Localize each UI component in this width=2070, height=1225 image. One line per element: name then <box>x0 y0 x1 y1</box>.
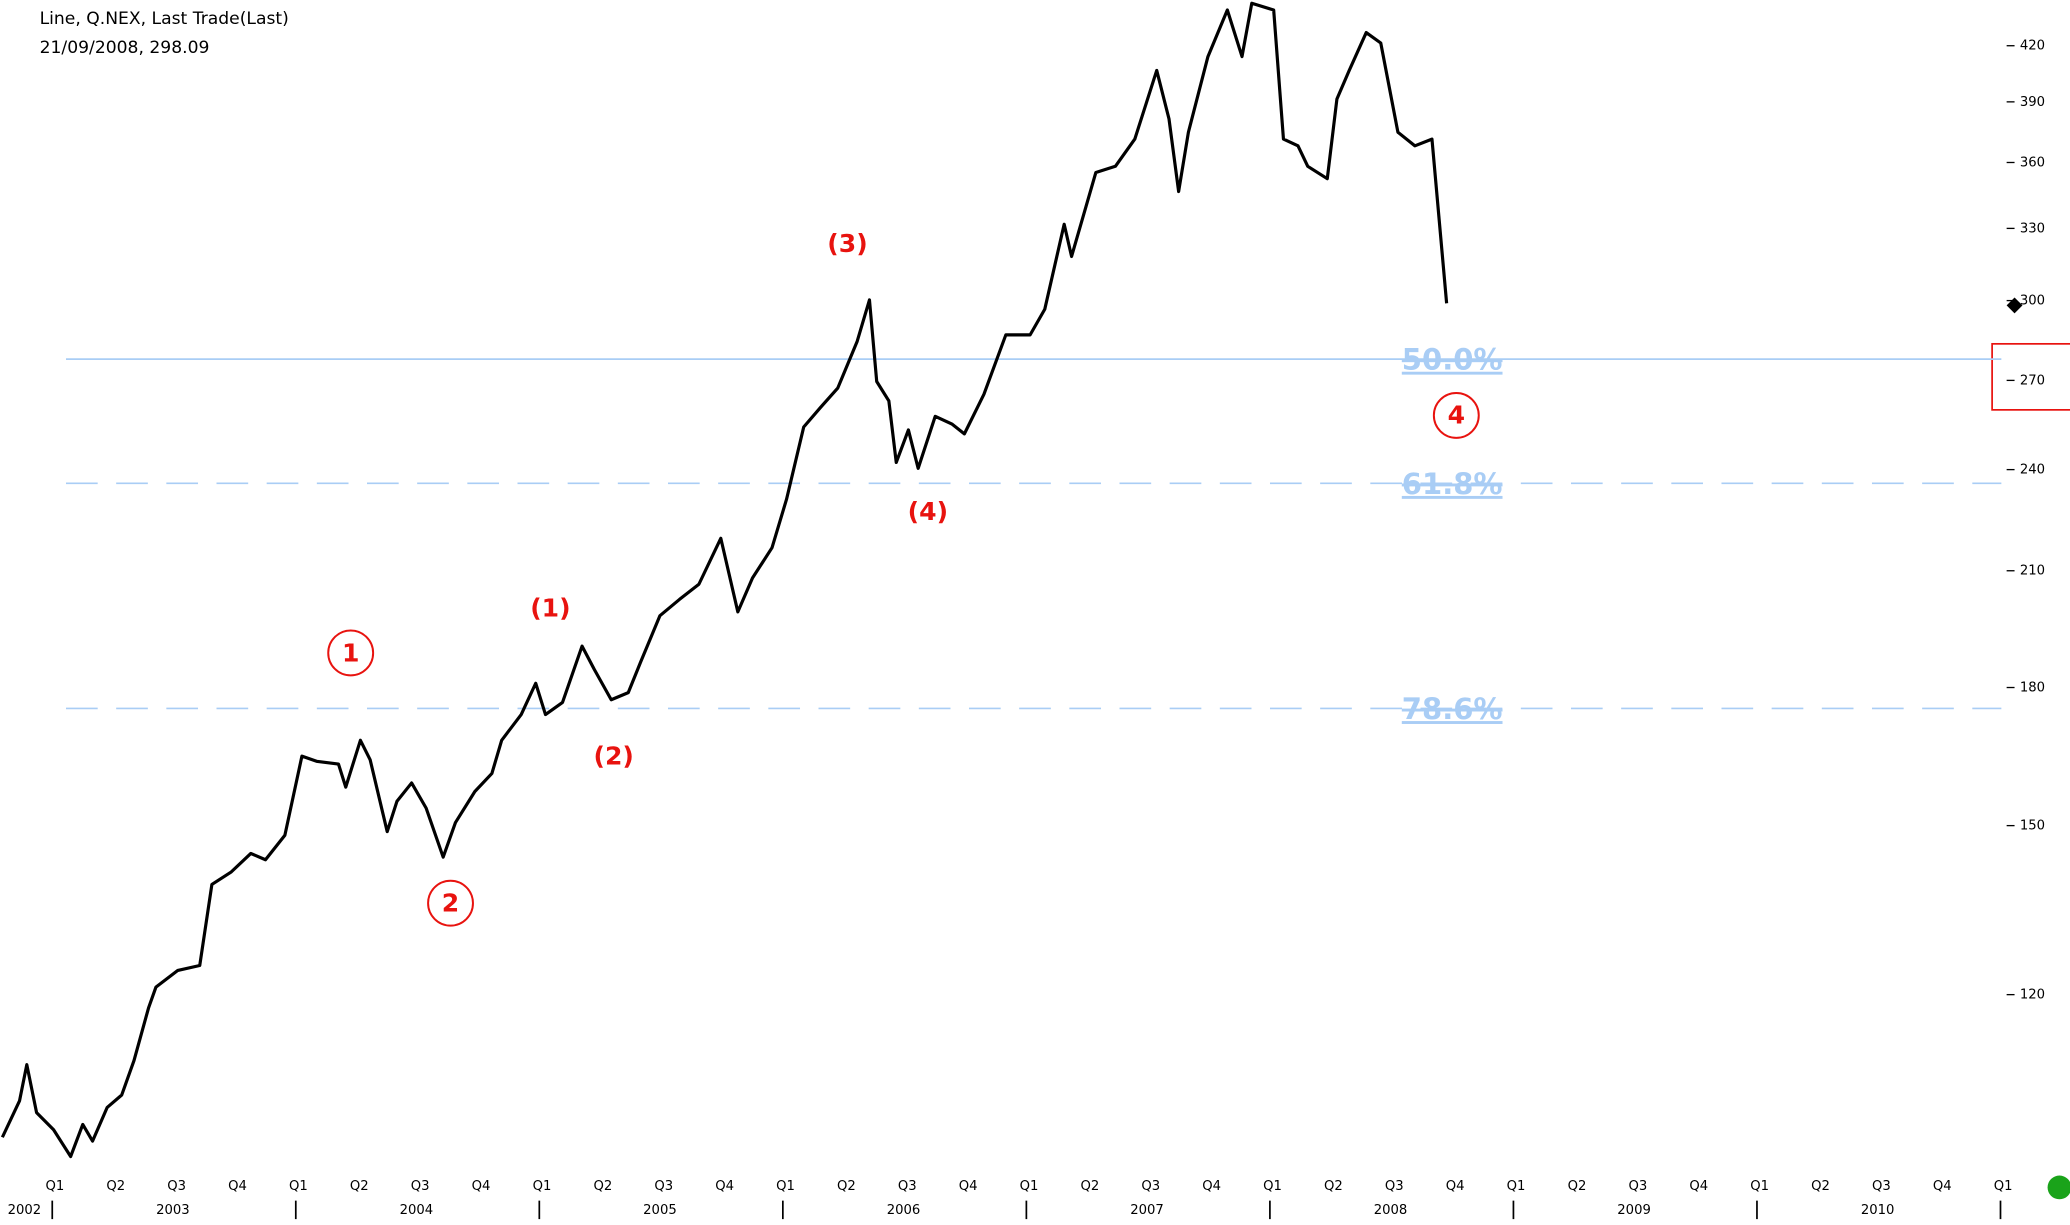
x-tick-label: Q4 <box>1446 1179 1465 1194</box>
fib-label: 61.8% <box>1402 467 1503 501</box>
wave-label: (3) <box>827 229 867 258</box>
x-tick-label: Q4 <box>1689 1179 1708 1194</box>
year-label: 2002 <box>8 1203 42 1218</box>
x-tick-label: Q1 <box>289 1179 308 1194</box>
x-tick-label: Q4 <box>472 1179 491 1194</box>
x-tick-label: Q4 <box>228 1179 247 1194</box>
y-tick-label: 360 <box>2020 155 2045 170</box>
x-tick-label: Q3 <box>167 1179 186 1194</box>
x-tick-label: Q3 <box>1628 1179 1647 1194</box>
year-label: 2003 <box>156 1203 190 1218</box>
x-tick-label: Q3 <box>898 1179 917 1194</box>
x-tick-label: Q3 <box>1141 1179 1160 1194</box>
y-tick-label: 330 <box>2020 221 2045 236</box>
year-label: 2010 <box>1861 1203 1895 1218</box>
y-tick-label: 180 <box>2020 681 2045 696</box>
wave-label: 4 <box>1448 401 1465 430</box>
x-tick-label: Q2 <box>350 1179 369 1194</box>
x-tick-label: Q1 <box>533 1179 552 1194</box>
x-tick-label: Q1 <box>46 1179 65 1194</box>
wave-label: (1) <box>530 593 570 622</box>
status-dot <box>2047 1175 2070 1200</box>
year-label: 2004 <box>400 1203 434 1218</box>
fib-label: 78.6% <box>1402 692 1503 726</box>
wave-circle <box>327 629 375 677</box>
x-tick-label: Q3 <box>411 1179 430 1194</box>
y-tick-label: 390 <box>2020 95 2045 110</box>
x-tick-label: Q1 <box>1750 1179 1769 1194</box>
x-tick-label: Q2 <box>1568 1179 1587 1194</box>
x-tick-label: Q2 <box>1811 1179 1830 1194</box>
x-tick-label: Q2 <box>1324 1179 1343 1194</box>
y-tick-label: 240 <box>2020 463 2045 478</box>
y-tick-label: 120 <box>2020 988 2045 1003</box>
wave-label: (2) <box>594 742 634 771</box>
y-tick-label: 420 <box>2020 39 2045 54</box>
x-tick-label: Q1 <box>1994 1179 2013 1194</box>
x-tick-label: Q1 <box>1020 1179 1039 1194</box>
price-line <box>0 1 1449 1159</box>
highlight-box <box>1991 342 2070 411</box>
x-tick-label: Q4 <box>1202 1179 1221 1194</box>
x-tick-label: Q4 <box>1933 1179 1952 1194</box>
chart-subtitle: 21/09/2008, 298.09 <box>40 38 210 58</box>
x-tick-label: Q2 <box>1081 1179 1100 1194</box>
x-tick-label: Q2 <box>593 1179 612 1194</box>
wave-circle <box>1432 391 1480 439</box>
y-tick-label: 210 <box>2020 564 2045 579</box>
x-tick-label: Q3 <box>654 1179 673 1194</box>
year-label: 2008 <box>1374 1203 1408 1218</box>
x-tick-label: Q3 <box>1385 1179 1404 1194</box>
wave-circle <box>427 879 474 927</box>
chart-title: Line, Q.NEX, Last Trade(Last) <box>40 9 289 29</box>
x-tick-label: Q4 <box>959 1179 978 1194</box>
year-label: 2009 <box>1617 1203 1651 1218</box>
x-tick-label: Q2 <box>106 1179 125 1194</box>
x-tick-label: Q1 <box>776 1179 795 1194</box>
year-label: 2007 <box>1130 1203 1164 1218</box>
x-tick-label: Q2 <box>837 1179 856 1194</box>
x-tick-label: Q3 <box>1872 1179 1891 1194</box>
x-tick-label: Q1 <box>1507 1179 1526 1194</box>
x-tick-label: Q4 <box>715 1179 734 1194</box>
x-tick-label: Q1 <box>1263 1179 1282 1194</box>
y-tick-label: 270 <box>2020 373 2045 388</box>
fib-label: 50.0% <box>1402 343 1503 377</box>
wave-label: (4) <box>908 497 948 526</box>
wave-label: 1 <box>342 638 359 667</box>
y-tick-label: 300 <box>2020 294 2045 309</box>
y-tick-label: 150 <box>2020 819 2045 834</box>
year-label: 2006 <box>887 1203 921 1218</box>
year-label: 2005 <box>643 1203 677 1218</box>
wave-label: 2 <box>442 889 459 918</box>
